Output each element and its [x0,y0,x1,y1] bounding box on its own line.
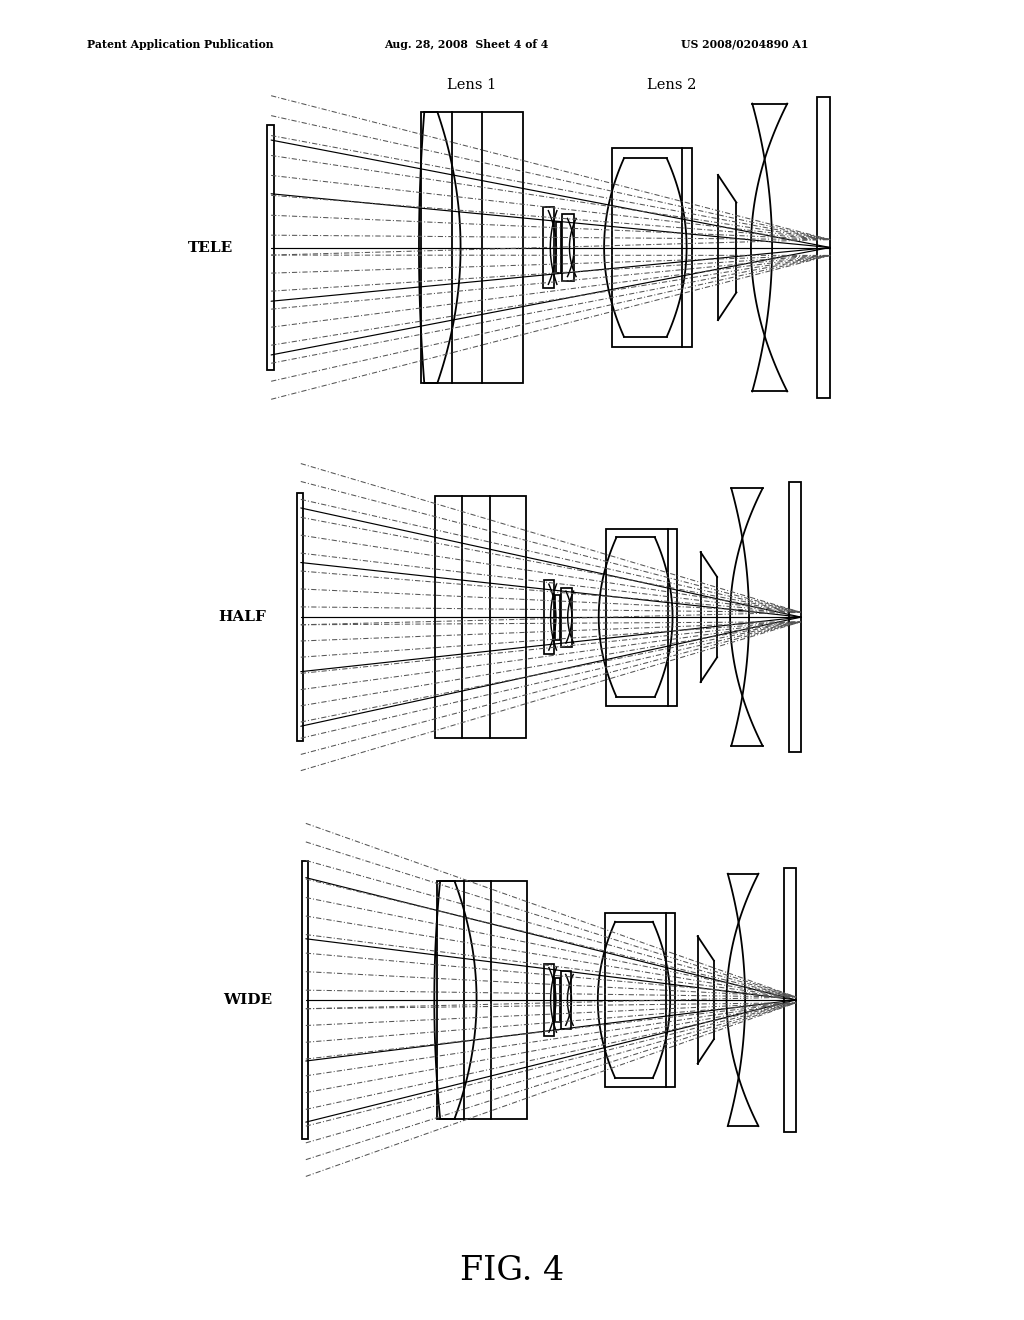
Bar [267,125,273,370]
Bar [790,482,801,751]
Bar [421,112,523,383]
Bar [545,964,554,1036]
Bar [562,214,574,281]
Text: Lens 1: Lens 1 [447,78,497,92]
Bar [544,581,554,653]
Text: Lens 2: Lens 2 [647,78,696,92]
Bar [437,882,527,1118]
Text: TELE: TELE [187,240,232,255]
Bar [435,496,526,738]
Text: HALF: HALF [219,610,266,624]
Text: FIG. 4: FIG. 4 [460,1255,564,1287]
Bar [817,98,830,399]
Bar [612,149,691,346]
Bar [605,913,675,1086]
Bar [555,978,560,1022]
Bar [555,594,560,639]
Text: Aug. 28, 2008  Sheet 4 of 4: Aug. 28, 2008 Sheet 4 of 4 [384,40,548,50]
Bar [784,869,796,1131]
Bar [302,861,308,1139]
Bar [561,587,571,647]
Text: WIDE: WIDE [223,993,272,1007]
Text: US 2008/0204890 A1: US 2008/0204890 A1 [681,40,809,50]
Bar [556,222,561,272]
Text: Patent Application Publication: Patent Application Publication [87,40,273,50]
Bar [543,206,554,289]
Bar [561,972,571,1028]
Bar [606,528,677,706]
Bar [297,494,303,741]
